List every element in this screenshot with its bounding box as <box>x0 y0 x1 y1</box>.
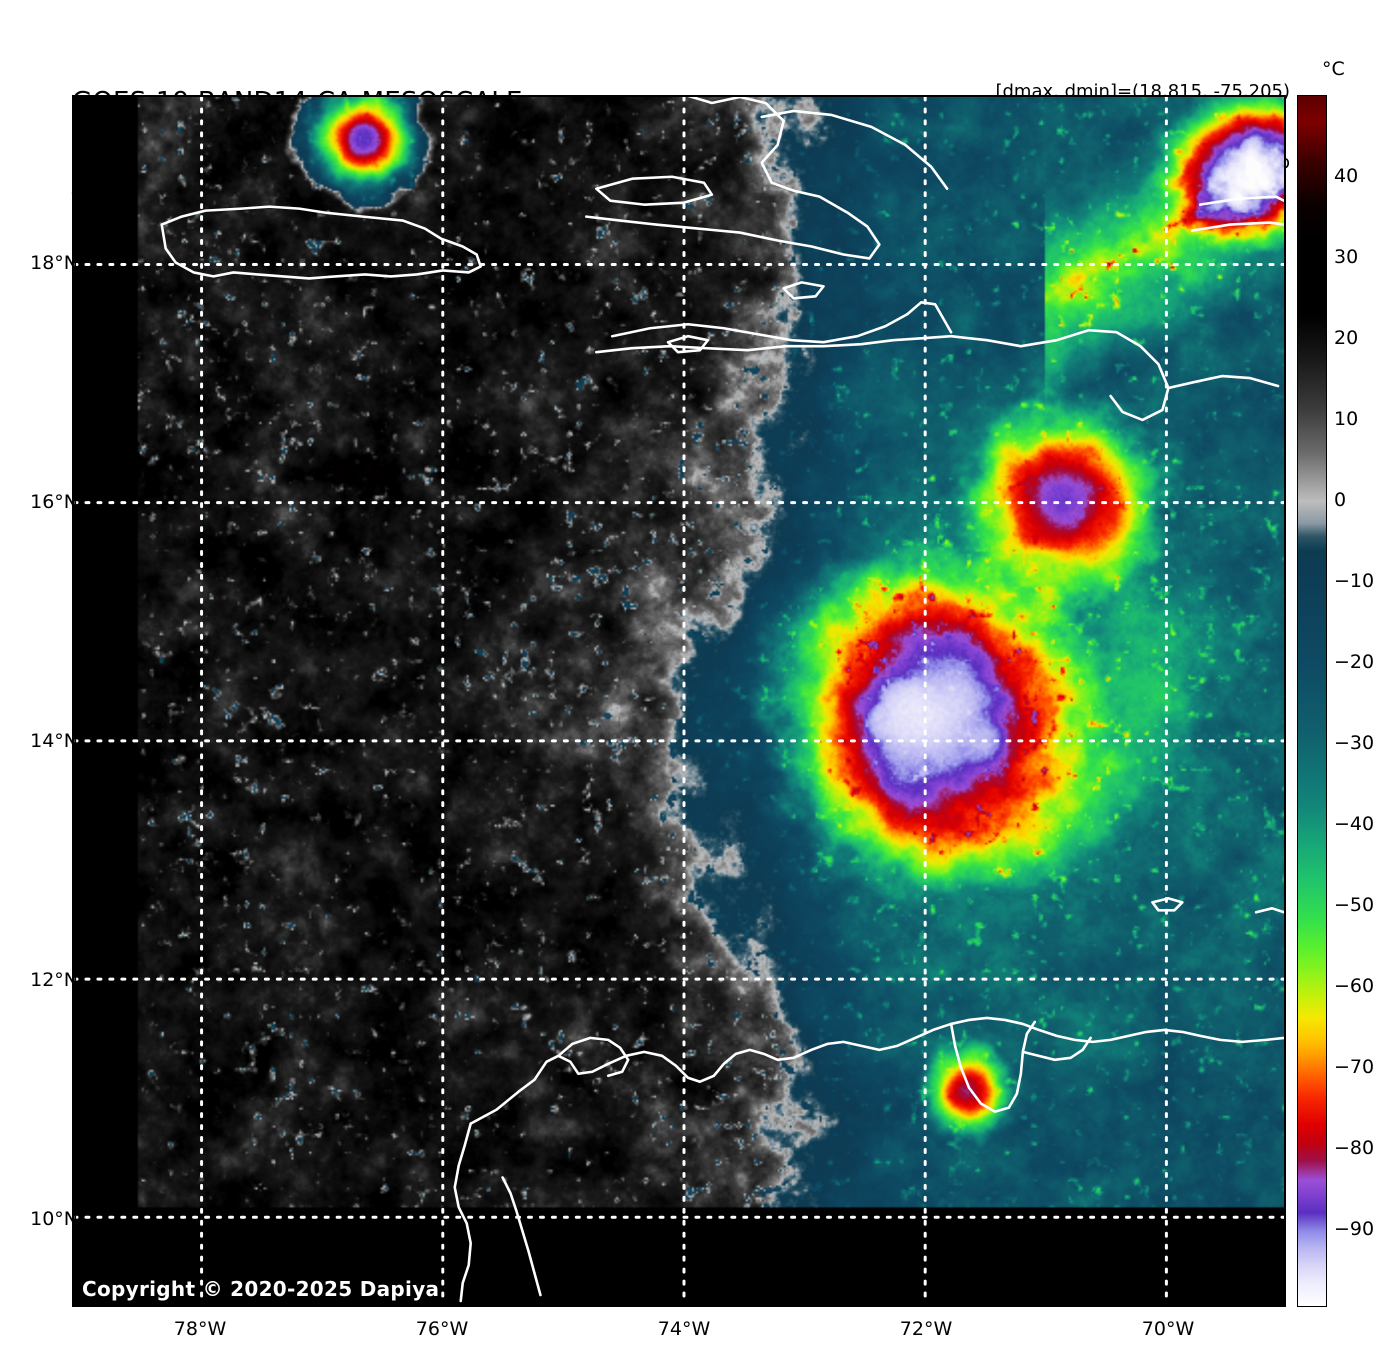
cbar-tick-m50: −50 <box>1334 894 1375 916</box>
cbar-tick-m20: −20 <box>1334 651 1375 673</box>
cbar-tick-m70: −70 <box>1334 1056 1375 1078</box>
copyright-label: Copyright © 2020-2025 Dapiya <box>82 1277 440 1301</box>
lat-tick-10n: 10°N <box>30 1208 78 1230</box>
cbar-tick-m60: −60 <box>1334 975 1375 997</box>
cbar-tick-m10: −10 <box>1334 570 1375 592</box>
lat-tick-18n: 18°N <box>30 252 78 274</box>
cbar-tick-m90: −90 <box>1334 1218 1375 1240</box>
lon-tick-70w: 70°W <box>1141 1318 1195 1340</box>
cbar-tick-m40: −40 <box>1334 813 1375 835</box>
colorbar-unit-label: °C <box>1322 58 1345 80</box>
cbar-tick-40: 40 <box>1334 165 1359 187</box>
satellite-image-plot[interactable] <box>72 95 1286 1307</box>
lon-tick-78w: 78°W <box>173 1318 227 1340</box>
colorbar-gradient <box>1298 96 1326 1306</box>
temperature-colorbar[interactable] <box>1297 95 1327 1307</box>
cbar-tick-0: 0 <box>1334 489 1347 511</box>
infrared-satellite-raster <box>74 97 1284 1305</box>
cbar-tick-m80: −80 <box>1334 1137 1375 1159</box>
cbar-tick-30: 30 <box>1334 246 1359 268</box>
lat-tick-14n: 14°N <box>30 730 78 752</box>
cbar-tick-20: 20 <box>1334 327 1359 349</box>
lon-tick-72w: 72°W <box>899 1318 953 1340</box>
lat-tick-12n: 12°N <box>30 969 78 991</box>
cbar-tick-10: 10 <box>1334 408 1359 430</box>
coastline-overlay <box>160 97 1284 1303</box>
latlon-gridlines <box>74 97 1284 1305</box>
lon-tick-74w: 74°W <box>657 1318 711 1340</box>
lon-tick-76w: 76°W <box>415 1318 469 1340</box>
lat-tick-16n: 16°N <box>30 491 78 513</box>
cbar-tick-m30: −30 <box>1334 732 1375 754</box>
